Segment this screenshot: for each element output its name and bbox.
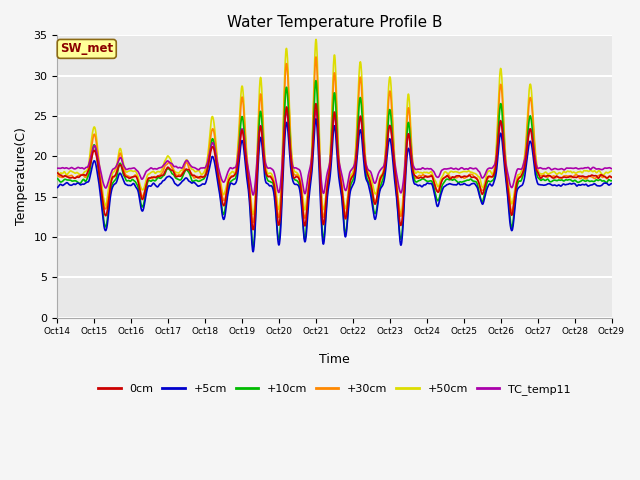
+50cm — [249, 212, 257, 217]
+30cm — [324, 182, 332, 188]
0cm — [490, 170, 498, 176]
+10cm — [308, 149, 316, 155]
+5cm — [324, 193, 332, 199]
+50cm — [54, 168, 61, 174]
TC_temp11 — [54, 166, 61, 171]
0cm — [308, 152, 316, 157]
+5cm — [592, 182, 600, 188]
+5cm — [592, 182, 600, 188]
+5cm — [82, 180, 90, 186]
+50cm — [82, 168, 90, 174]
Y-axis label: Temperature(C): Temperature(C) — [15, 128, 28, 226]
+10cm — [592, 177, 600, 183]
+30cm — [592, 175, 600, 180]
+10cm — [324, 190, 332, 195]
0cm — [324, 182, 332, 188]
Line: +5cm: +5cm — [58, 119, 611, 252]
TC_temp11 — [607, 166, 615, 171]
+10cm — [490, 175, 498, 180]
TC_temp11 — [249, 192, 257, 198]
0cm — [82, 172, 90, 178]
TC_temp11 — [324, 169, 332, 175]
+30cm — [308, 137, 316, 143]
Title: Water Temperature Profile B: Water Temperature Profile B — [227, 15, 442, 30]
0cm — [607, 174, 615, 180]
+10cm — [54, 176, 61, 181]
+50cm — [324, 178, 332, 183]
+30cm — [607, 174, 615, 180]
Line: +50cm: +50cm — [58, 39, 611, 215]
TC_temp11 — [312, 107, 320, 113]
+30cm — [312, 54, 320, 60]
+30cm — [490, 169, 498, 175]
+10cm — [592, 177, 600, 183]
0cm — [592, 173, 600, 179]
+10cm — [607, 178, 615, 184]
+5cm — [54, 185, 61, 191]
+30cm — [249, 219, 257, 225]
0cm — [592, 173, 600, 179]
Line: +10cm: +10cm — [58, 81, 611, 247]
Text: SW_met: SW_met — [60, 42, 113, 55]
+50cm — [490, 165, 498, 171]
+10cm — [312, 78, 320, 84]
0cm — [249, 227, 257, 232]
+5cm — [308, 162, 316, 168]
Line: TC_temp11: TC_temp11 — [58, 110, 611, 195]
+50cm — [592, 169, 600, 175]
+5cm — [607, 180, 615, 186]
TC_temp11 — [82, 165, 90, 170]
TC_temp11 — [308, 148, 316, 154]
+30cm — [592, 175, 600, 181]
+30cm — [54, 172, 61, 178]
+50cm — [607, 168, 615, 174]
+50cm — [308, 132, 316, 138]
+50cm — [312, 36, 320, 42]
TC_temp11 — [592, 166, 600, 172]
+30cm — [82, 174, 90, 180]
Line: +30cm: +30cm — [58, 57, 611, 222]
+5cm — [490, 178, 498, 184]
+10cm — [82, 179, 90, 184]
X-axis label: Time: Time — [319, 353, 350, 366]
+50cm — [592, 169, 600, 175]
+5cm — [312, 116, 320, 122]
Legend: 0cm, +5cm, +10cm, +30cm, +50cm, TC_temp11: 0cm, +5cm, +10cm, +30cm, +50cm, TC_temp1… — [94, 380, 575, 399]
TC_temp11 — [592, 166, 600, 172]
TC_temp11 — [490, 162, 498, 168]
0cm — [312, 101, 320, 107]
Line: 0cm: 0cm — [58, 104, 611, 229]
+5cm — [249, 249, 257, 254]
+10cm — [249, 244, 257, 250]
0cm — [54, 170, 61, 176]
